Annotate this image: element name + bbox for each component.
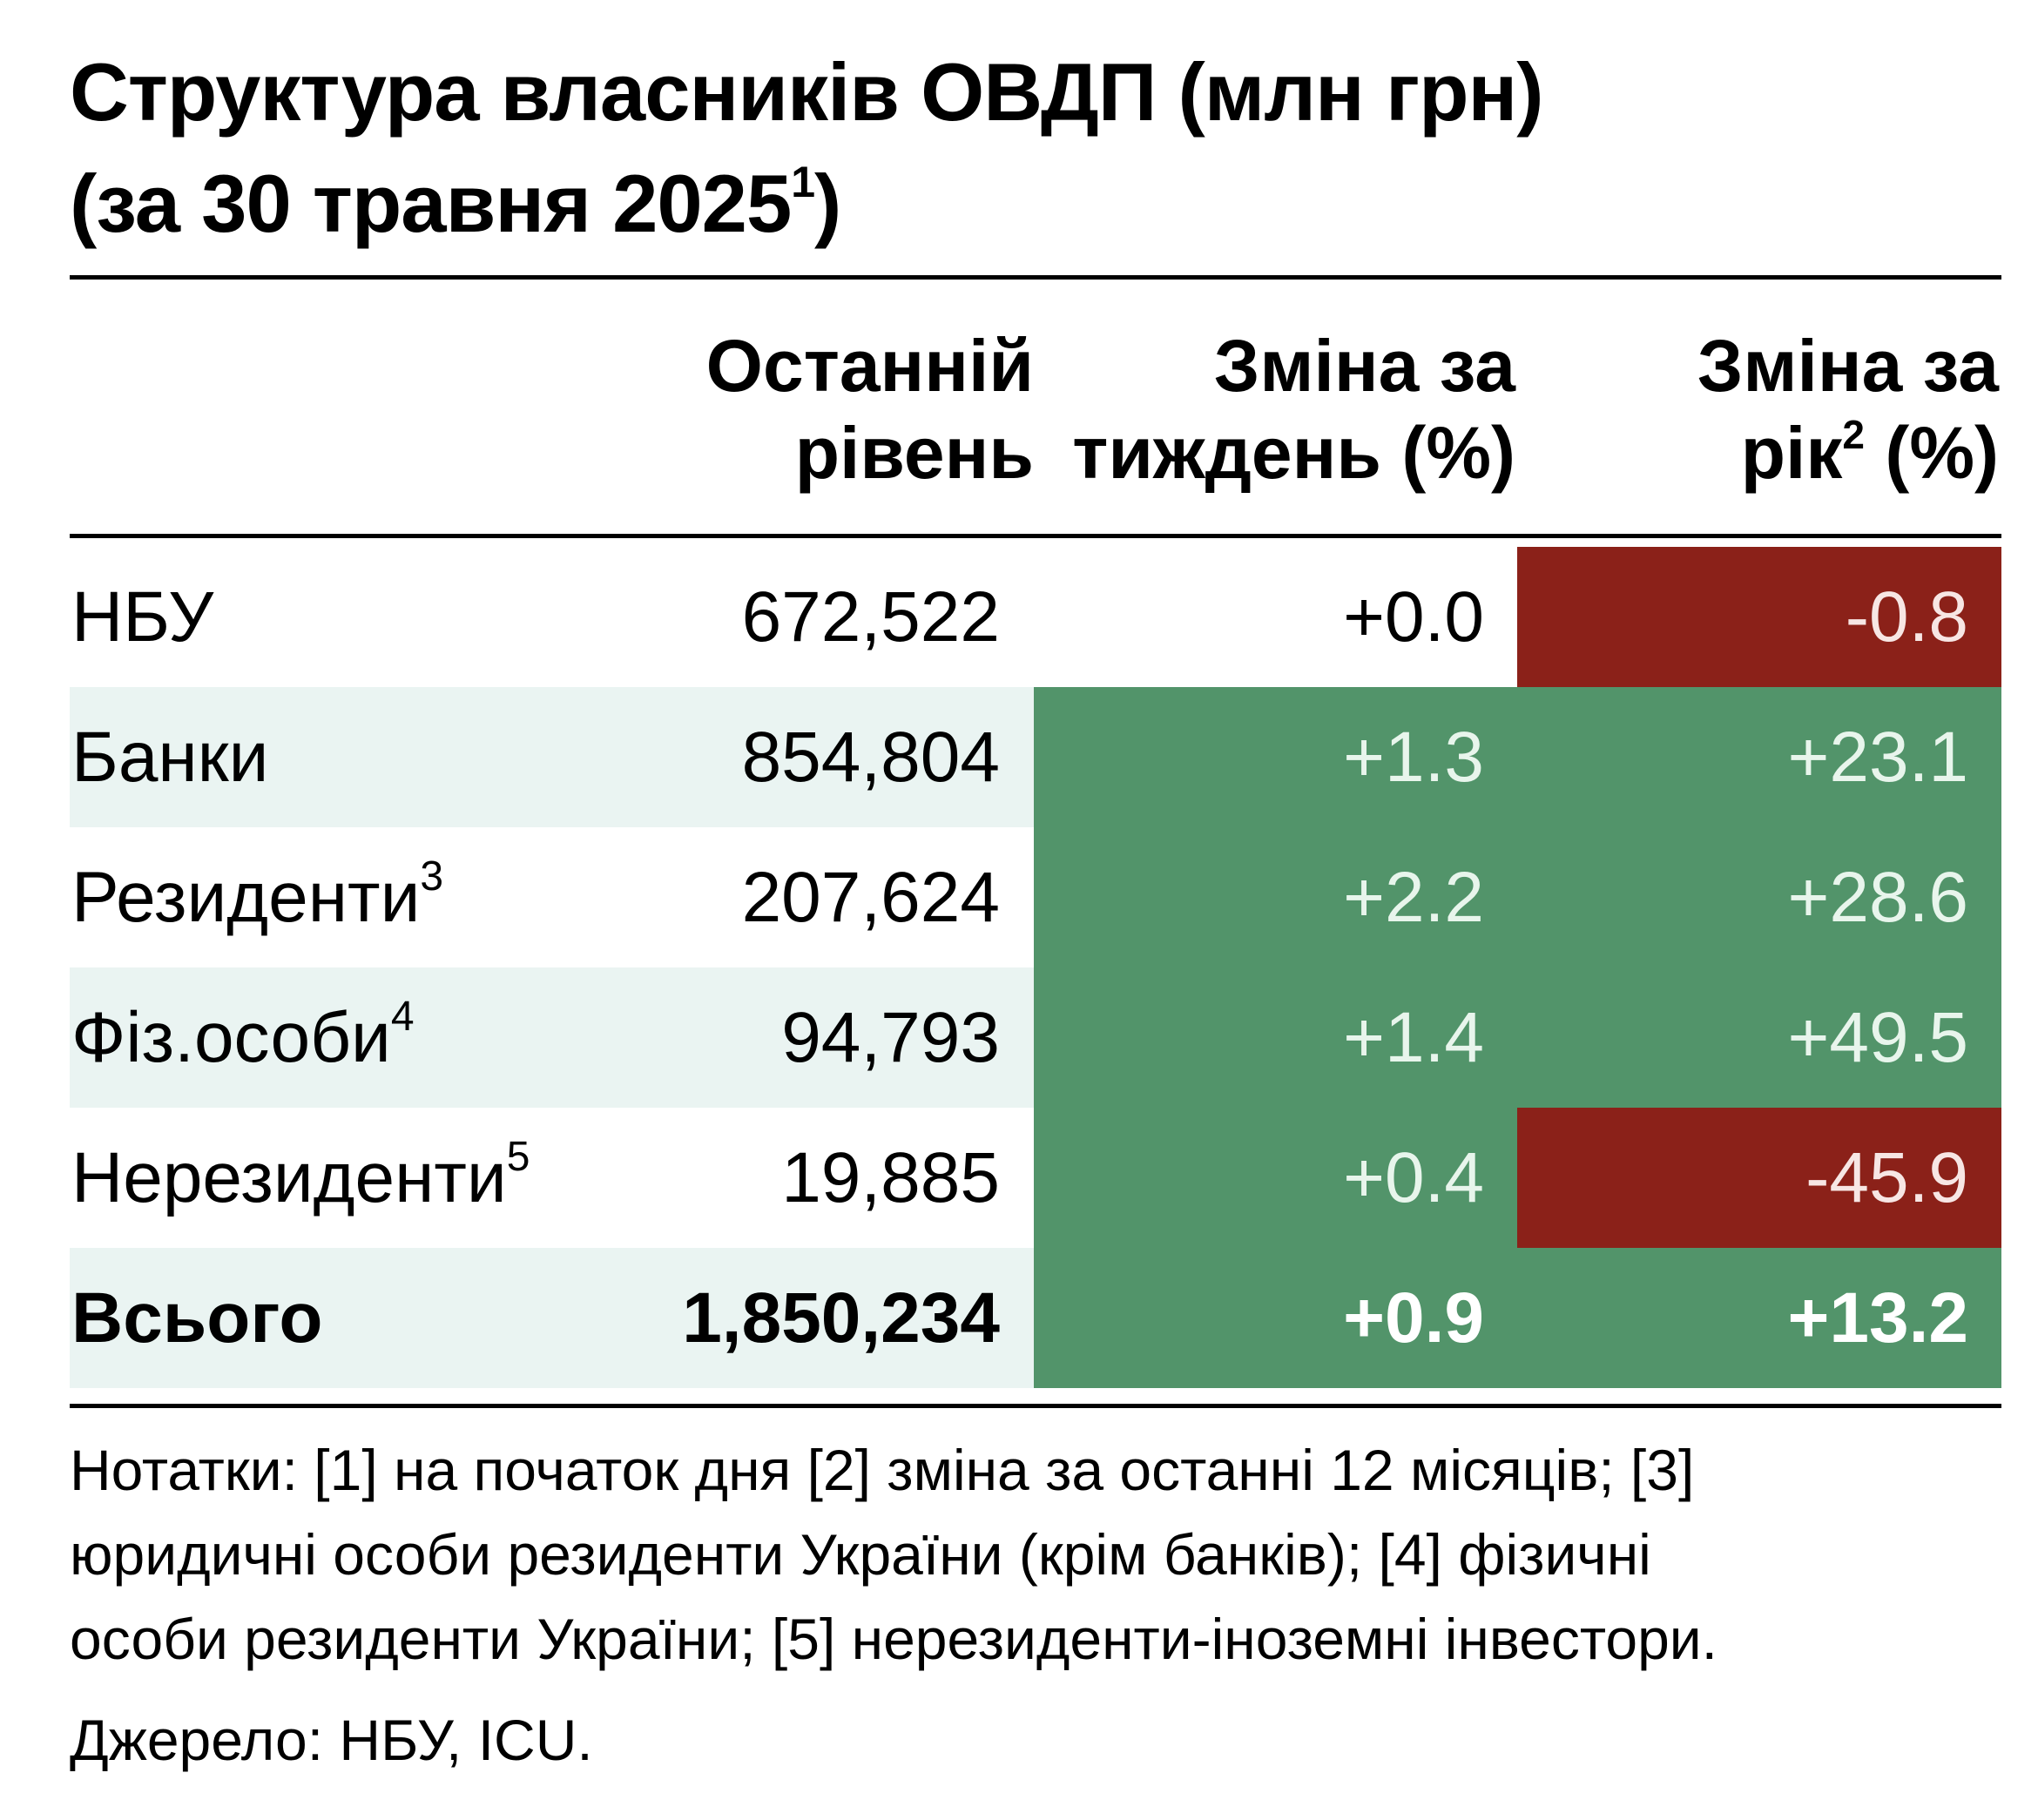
table-row: Банки 854,804 +1.3 +23.1: [70, 687, 2001, 827]
column-header-week: Зміна за тиждень (%): [1063, 322, 1515, 496]
column-header-level-line-2: рівень: [794, 412, 1034, 494]
row-year-change: +28.6: [1517, 827, 2001, 967]
row-year-change: +49.5: [1517, 967, 2001, 1108]
row-label: НБУ: [70, 547, 941, 687]
bottom-divider: [70, 1404, 2001, 1408]
title-line-1: Структура власників ОВДП (млн грн): [70, 46, 1544, 138]
table-row: Нерезиденти5 19,885 +0.4 -45.9: [70, 1108, 2001, 1248]
row-label: Резиденти3: [70, 827, 941, 967]
title-close-paren: ): [814, 158, 841, 249]
page-title: Структура власників ОВДП (млн грн) (за 3…: [70, 37, 1544, 260]
row-label: Фіз.особи4: [70, 967, 941, 1108]
row-level-value: 19,885: [781, 1138, 1000, 1217]
total-level-value: 1,850,234: [682, 1278, 1000, 1358]
row-year-change: +23.1: [1517, 687, 2001, 827]
row-level-value: 94,793: [781, 998, 1000, 1077]
row-week-change: +2.2: [1034, 827, 1517, 967]
row-footnote-marker: 5: [506, 1134, 530, 1180]
column-header-week-line-2: тиждень (%): [1072, 412, 1515, 494]
header-divider: [70, 534, 2001, 538]
total-year-change: +13.2: [1517, 1248, 2001, 1388]
table-total-row: Всього 1,850,234 +0.9 +13.2: [70, 1248, 2001, 1388]
row-label-text: Нерезиденти: [71, 1138, 507, 1217]
row-level-value: 672,522: [741, 577, 1000, 657]
table-row: НБУ 672,522 +0.0 -0.8: [70, 547, 2001, 687]
row-label-text: Банки: [71, 718, 269, 797]
row-label-text: Фіз.особи: [71, 998, 391, 1077]
column-header-level-line-1: Останній: [705, 325, 1034, 407]
row-level-value: 854,804: [741, 718, 1000, 797]
total-week-change: +0.9: [1034, 1248, 1517, 1388]
footnotes: Нотатки: [1] на початок дня [2] зміна за…: [70, 1428, 2012, 1682]
title-date: (за 30 травня 2025: [70, 158, 792, 249]
column-header-year-word: рік: [1740, 412, 1843, 494]
row-label-text: НБУ: [71, 577, 214, 657]
row-label: Банки: [70, 687, 941, 827]
row-week-change: +0.4: [1034, 1108, 1517, 1248]
column-header-year: Зміна за рік2 (%): [1546, 322, 1999, 496]
table-row: Фіз.особи4 94,793 +1.4 +49.5: [70, 967, 2001, 1108]
column-header-week-line-1: Зміна за: [1213, 325, 1515, 407]
row-level-value: 207,624: [741, 858, 1000, 937]
row-week-change: +1.3: [1034, 687, 1517, 827]
footnotes-line-1: Нотатки: [1] на початок дня [2] зміна за…: [70, 1438, 1695, 1502]
column-header-year-line-2: рік2 (%): [1546, 409, 1999, 496]
row-year-change: -45.9: [1517, 1108, 2001, 1248]
footnotes-line-2: юридичні особи резиденти України (крім б…: [70, 1522, 1651, 1587]
row-label-text: Резиденти: [71, 858, 421, 937]
row-label: Нерезиденти5: [70, 1108, 941, 1248]
table-row: Резиденти3 207,624 +2.2 +28.6: [70, 827, 2001, 967]
row-year-change: -0.8: [1517, 547, 2001, 687]
footnotes-line-3: особи резиденти України; [5] нерезиденти…: [70, 1607, 1717, 1671]
row-week-change: +1.4: [1034, 967, 1517, 1108]
column-header-year-unit: (%): [1865, 412, 1999, 494]
source-note: Джерело: НБУ, ICU.: [70, 1708, 593, 1772]
column-header-year-line-1: Зміна за: [1697, 325, 1999, 407]
title-line-2: (за 30 травня 20251): [70, 148, 1543, 260]
column-header-year-footnote-marker: 2: [1842, 412, 1866, 457]
total-label: Всього: [71, 1278, 323, 1358]
row-week-change: +0.0: [1343, 577, 1484, 657]
top-divider: [70, 275, 2001, 280]
column-header-level: Останній рівень: [668, 322, 1034, 496]
title-footnote-marker: 1: [791, 158, 815, 206]
row-footnote-marker: 3: [420, 853, 444, 900]
row-footnote-marker: 4: [390, 994, 415, 1040]
